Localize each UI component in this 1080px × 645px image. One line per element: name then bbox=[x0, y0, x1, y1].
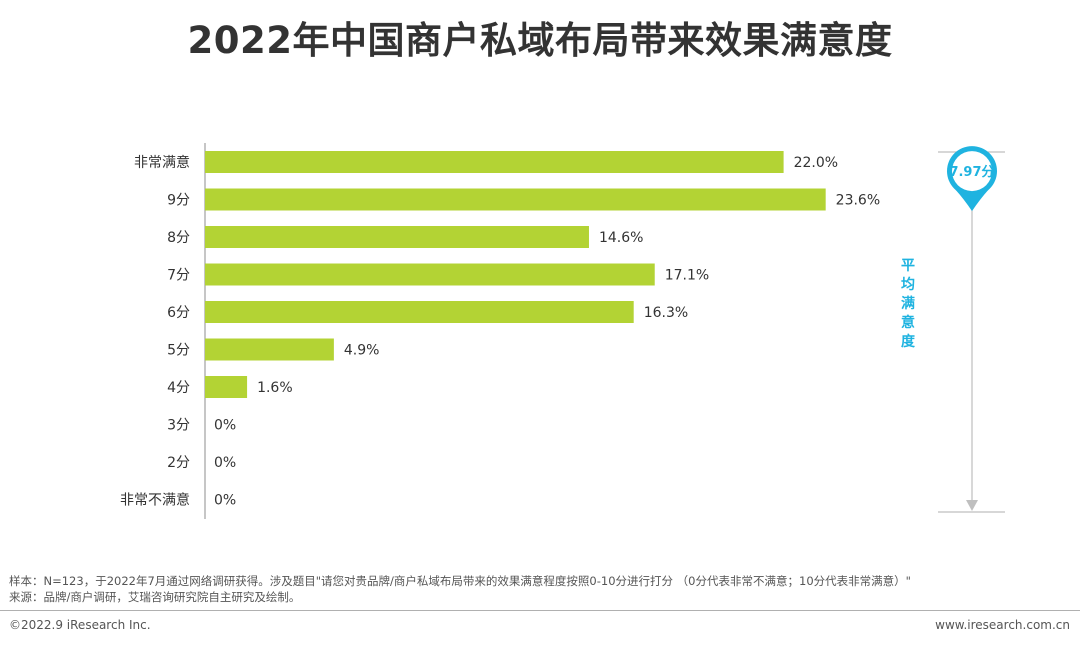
category-label: 6分 bbox=[167, 305, 190, 321]
bars-layer: 非常满意 22.0% 9分 23.6% 8分 14.6% 7分 17.1% 6分 16.3% 5分 4… bbox=[120, 143, 880, 519]
average-value: 7.97分 bbox=[949, 164, 994, 180]
value-label: 0% bbox=[214, 493, 236, 509]
scale-arrow-down-icon bbox=[966, 500, 978, 511]
category-label: 8分 bbox=[167, 230, 190, 246]
bar bbox=[205, 338, 334, 361]
value-label: 23.6% bbox=[836, 193, 880, 209]
chart-title: 2022年中国商户私域布局带来效果满意度 bbox=[187, 19, 893, 62]
average-marker-pin-icon bbox=[947, 146, 997, 212]
bar bbox=[205, 226, 589, 248]
category-label: 3分 bbox=[167, 418, 190, 434]
bar bbox=[205, 263, 655, 286]
average-label: 平均满意度 bbox=[901, 258, 916, 350]
value-label: 0% bbox=[214, 418, 236, 434]
bar bbox=[205, 188, 826, 211]
footnote-sample: 样本：N=123，于2022年7月通过网络调研获得。涉及题目"请您对贵品牌/商户… bbox=[9, 574, 911, 588]
category-label: 7分 bbox=[167, 268, 190, 284]
value-label: 16.3% bbox=[644, 305, 688, 321]
category-label: 4分 bbox=[167, 380, 190, 396]
category-label: 5分 bbox=[167, 343, 190, 359]
category-label: 2分 bbox=[167, 455, 190, 471]
copyright-text: ©2022.9 iResearch Inc. bbox=[9, 618, 151, 632]
bar bbox=[205, 151, 784, 173]
website-text: www.iresearch.com.cn bbox=[935, 618, 1070, 632]
bar bbox=[205, 376, 248, 398]
value-label: 4.9% bbox=[344, 343, 380, 359]
footer-divider bbox=[0, 610, 1080, 611]
bar bbox=[205, 301, 634, 323]
bar-chart: 非常满意 22.0% 9分 23.6% 8分 14.6% 7分 17.1% 6分 16.3% 5分 4… bbox=[120, 143, 1005, 519]
value-label: 22.0% bbox=[794, 155, 838, 171]
category-label: 非常不满意 bbox=[120, 492, 190, 509]
footnote-source: 来源：品牌/商户调研，艾瑞咨询研究院自主研究及绘制。 bbox=[9, 590, 301, 604]
value-label: 0% bbox=[214, 455, 236, 471]
value-label: 14.6% bbox=[599, 230, 643, 246]
value-label: 17.1% bbox=[665, 268, 709, 284]
category-label: 9分 bbox=[167, 193, 190, 209]
footnote: 样本：N=123，于2022年7月通过网络调研获得。涉及题目"请您对贵品牌/商户… bbox=[9, 573, 1069, 605]
category-label: 非常满意 bbox=[134, 154, 190, 171]
value-label: 1.6% bbox=[257, 380, 293, 396]
